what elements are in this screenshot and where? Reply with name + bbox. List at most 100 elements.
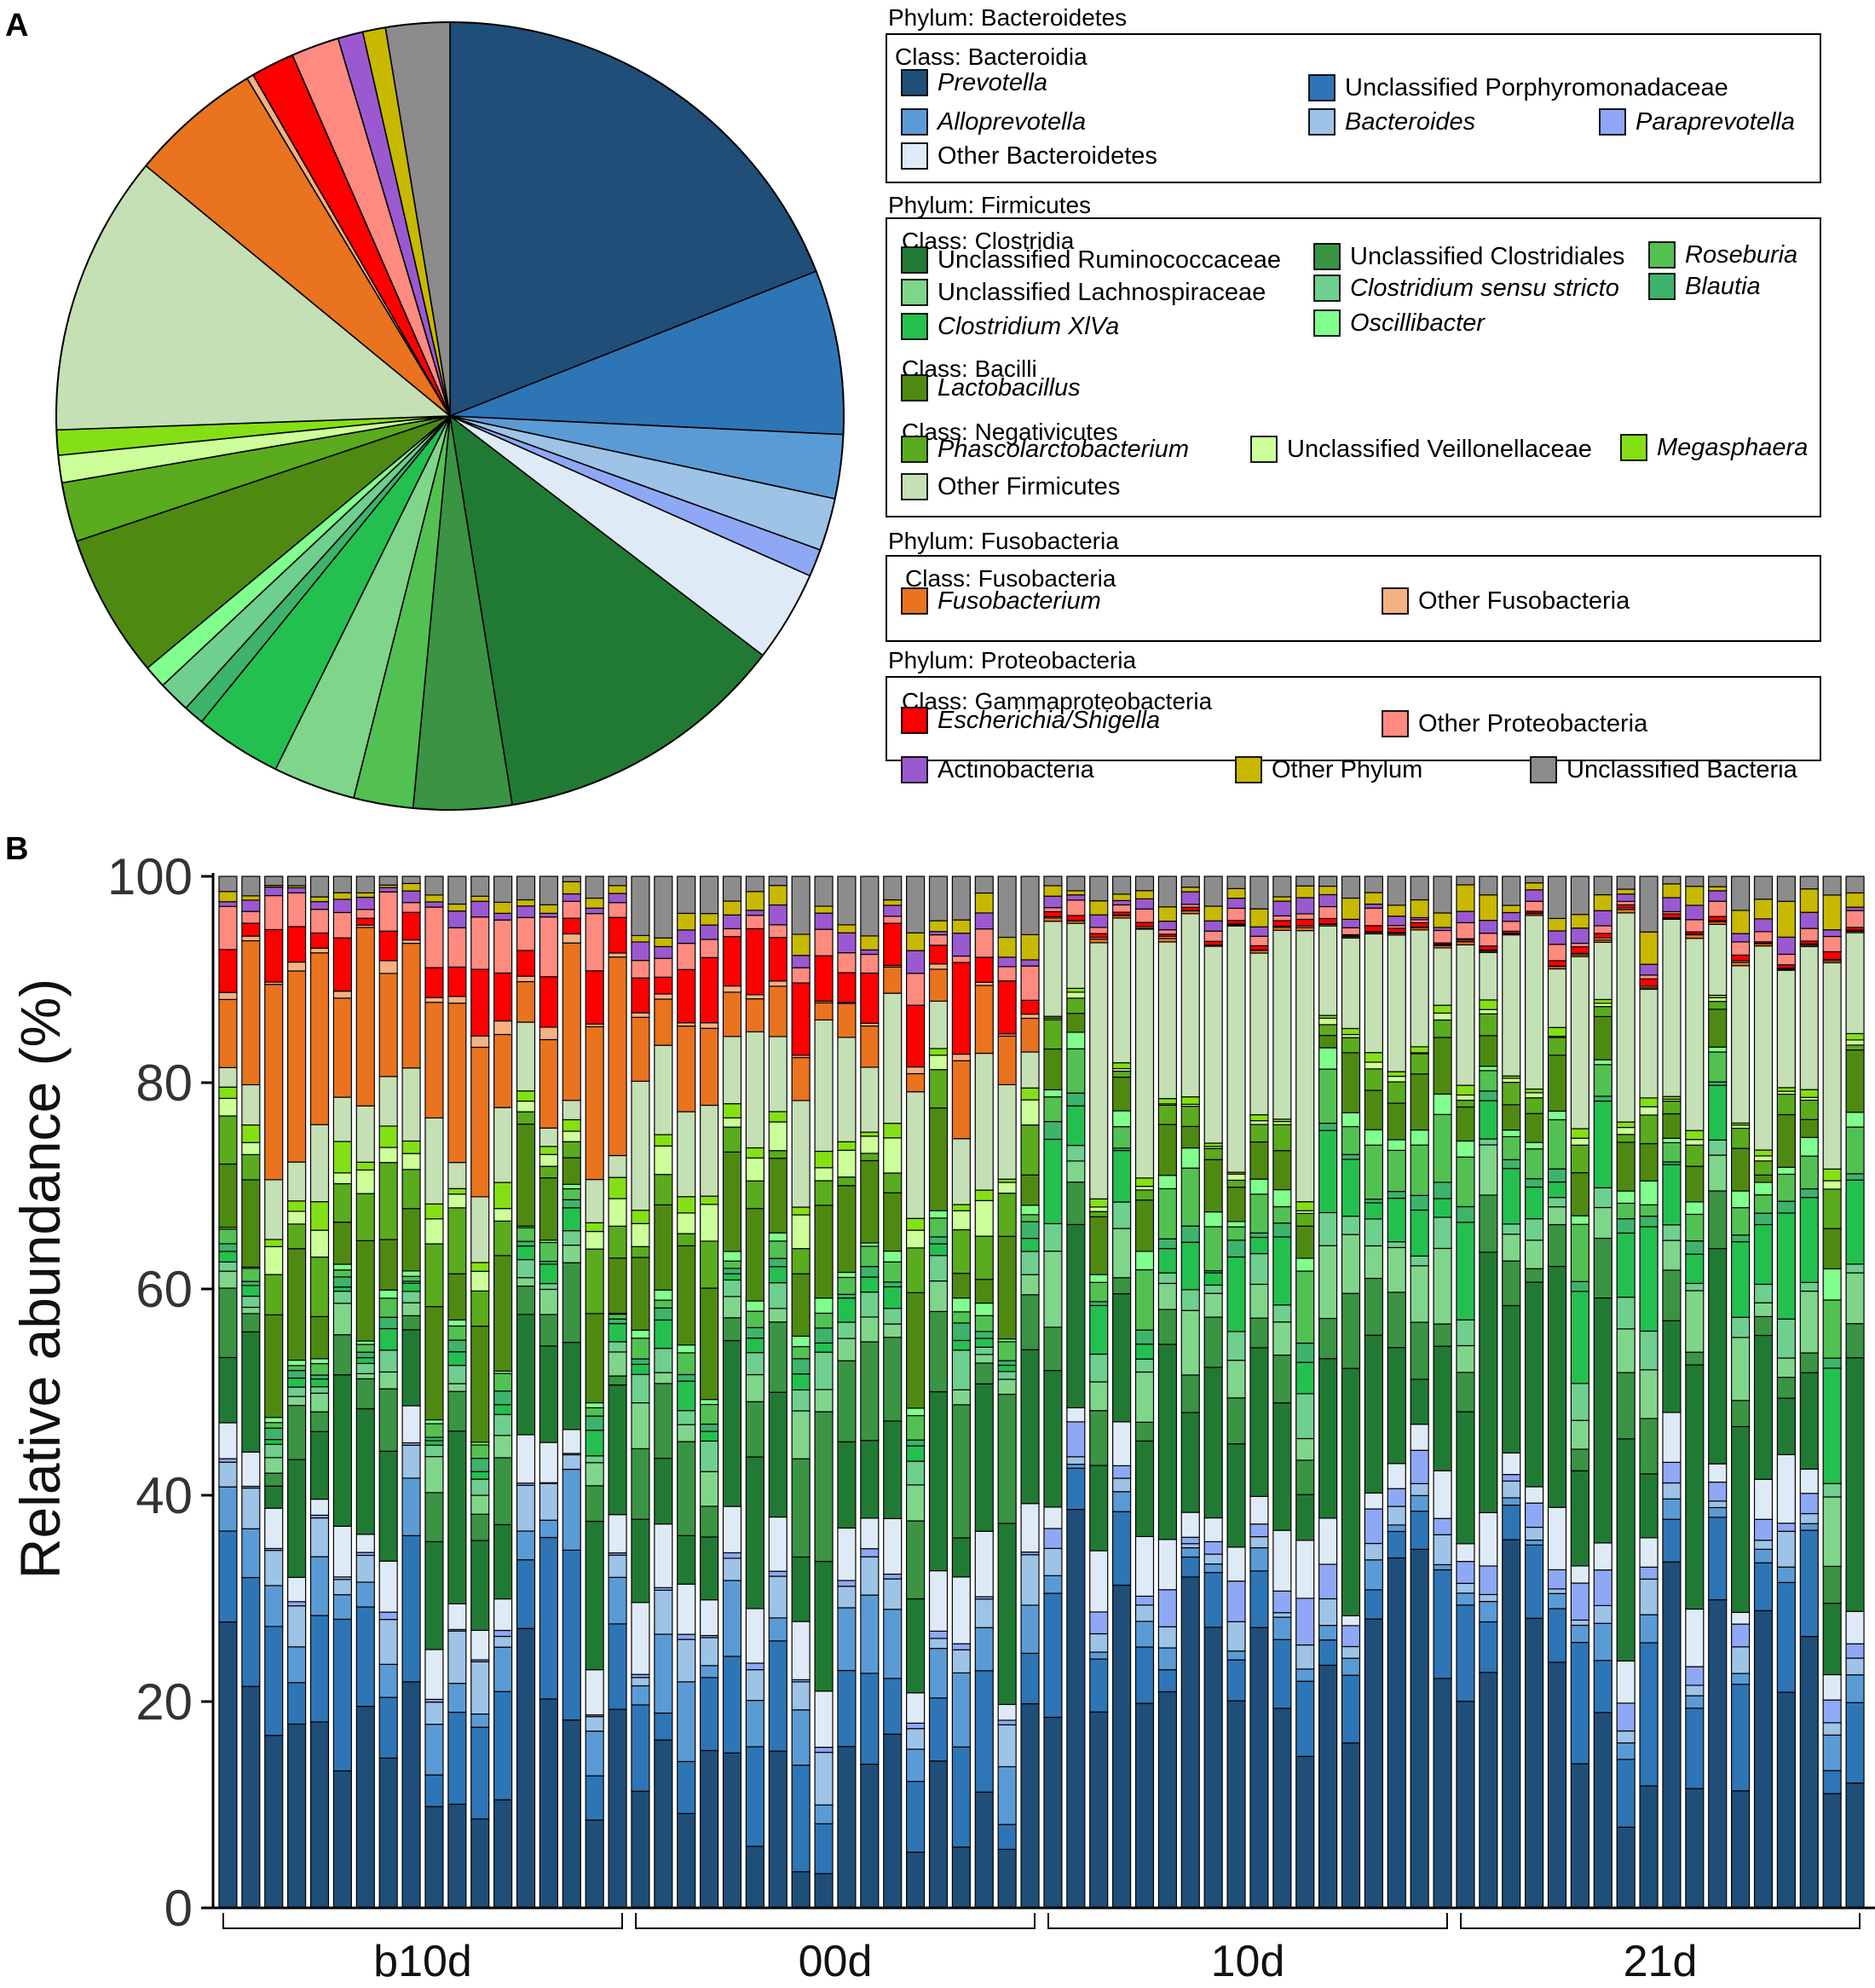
bar-segment-ulachno [1433,1247,1452,1325]
bar-segment-cxiva [1157,1247,1177,1274]
bar-segment-bacteroides [1364,1542,1383,1561]
bar-segment-phasco [241,1153,261,1181]
bar-segment-lacto [218,1163,238,1228]
bar-segment-lacto [287,1248,307,1361]
bar-segment-csensu [1685,1282,1705,1292]
group-bracket [1460,1913,1861,1929]
bar-segment-roseburia [1685,1213,1705,1242]
bar-segment-ulachno [1753,1302,1774,1317]
bar-segment-uclostr [951,1404,971,1539]
bar-segment-cxiva [974,1338,994,1348]
bar-segment-phasco [1112,1070,1132,1078]
bar-segment-roseburia [493,1373,513,1392]
bar-segment-oprot [1089,927,1109,934]
bar-sample [1708,876,1728,1909]
bar-segment-ofirm [1043,921,1063,1017]
bar-segment-phasco [218,1115,238,1165]
bar-segment-csensu [539,1283,558,1291]
bar-segment-uclostr [1753,1315,1774,1337]
bar-segment-uporph [447,1711,467,1806]
bar-segment-cxiva [700,1430,719,1442]
legend-swatch-uclostr [1313,243,1341,270]
bar-segment-bacteroides [1433,1534,1452,1566]
bar-segment-megas [309,1200,330,1231]
bar-segment-esch [1593,933,1612,939]
bar-segment-roseburia [1845,1126,1865,1175]
legend-label-oprot: Other Proteobacteria [1418,710,1648,737]
bar-segment-ofirm [1570,956,1589,1130]
bar-segment-ulachno [539,1288,558,1315]
bar-segment-oprot [447,927,467,968]
bar-segment-prevotella [1547,1661,1567,1909]
bar-segment-uncl [1570,876,1589,916]
bar-segment-prevotella [974,1791,994,1909]
bar-segment-ofirm [1112,917,1132,1064]
bar-segment-oprot [1112,904,1132,913]
bar-segment-phasco [768,1150,788,1159]
bar-segment-cxiva [1570,1291,1589,1384]
bar-segment-ophyl [906,932,926,951]
legend-swatch-bacteroides [1308,108,1336,136]
bar-segment-phasco [631,1245,650,1258]
bar-segment-uncl [997,876,1017,939]
bar-segment-ofuso [562,933,581,944]
bar-segment-roseburia [860,1245,880,1268]
bar-segment-uveil [447,1193,467,1209]
bar-segment-obact [1845,1610,1865,1644]
bar-sample [700,876,719,1909]
bar-segment-csensu [974,1346,994,1355]
bar-segment-obact [287,1576,307,1603]
bar-segment-oprot [768,924,788,939]
bar-segment-uruminoc [1318,1358,1338,1519]
bar-segment-uporph [1776,1581,1796,1693]
bar-segment-uclostr [447,1390,467,1432]
bar-segment-phasco [906,1247,926,1293]
bar-segment-uncl [1157,876,1177,908]
bar-segment-prevotella [401,1681,421,1909]
bar-segment-obact [1685,1608,1705,1667]
bar-segment-actino [791,955,811,968]
bar-segment-actino [1708,890,1728,902]
bar-segment-bacteroides [1822,1722,1842,1736]
bar-segment-fuso [309,952,330,1125]
bar-segment-phasco [997,1193,1017,1237]
bar-segment-cxiva [355,1356,375,1364]
bar-segment-roseburia [1662,1141,1682,1163]
bar-segment-ofirm [1089,942,1109,1199]
bar-segment-uporph [974,1670,994,1793]
bar-segment-uporph [1433,1569,1452,1679]
bar-segment-oscill [264,1417,284,1424]
bar-segment-csensu [1249,1252,1269,1286]
bar-segment-megas [951,1204,971,1211]
group-bracket [222,1913,623,1929]
bar-segment-allo [1822,1734,1842,1771]
bar-segment-cxiva [1502,1168,1521,1225]
bar-segment-prevotella [1134,1702,1155,1909]
bar-segment-oprot [745,915,764,929]
bar-segment-allo [1776,1566,1796,1583]
bar-segment-bacteroides [1593,1604,1612,1624]
bar-segment-ulachno [1616,1328,1636,1373]
bar-segment-blautia [562,1199,581,1209]
bar-segment-uclostr [654,1383,673,1459]
bar-segment-blautia [1043,1121,1063,1141]
bar-segment-cxiva [401,1282,421,1292]
bar-segment-phasco [1020,1124,1040,1176]
bar-segment-ophyl [401,882,421,892]
bar-segment-prevotella [1479,1672,1498,1909]
bar-segment-bacteroides [814,1751,834,1806]
bar-segment-blautia [745,1326,764,1339]
bar-segment-uporph [700,1677,719,1752]
bar-segment-blautia [1753,1212,1774,1226]
bar-segment-blautia [447,1339,467,1353]
legend-swatch-ofuso [1382,587,1409,615]
bar-segment-lacto [654,1204,673,1291]
bar-segment-parap [1364,1508,1383,1545]
bar-segment-bacteroides [883,1578,903,1610]
bar-segment-obact [1731,1611,1751,1625]
bar-segment-uveil [424,1218,444,1245]
bar-segment-uporph [722,1656,742,1754]
bar-segment-prevotella [218,1621,238,1909]
bar-segment-uncl [1180,876,1200,888]
bar-segment-oscill [745,1300,764,1312]
